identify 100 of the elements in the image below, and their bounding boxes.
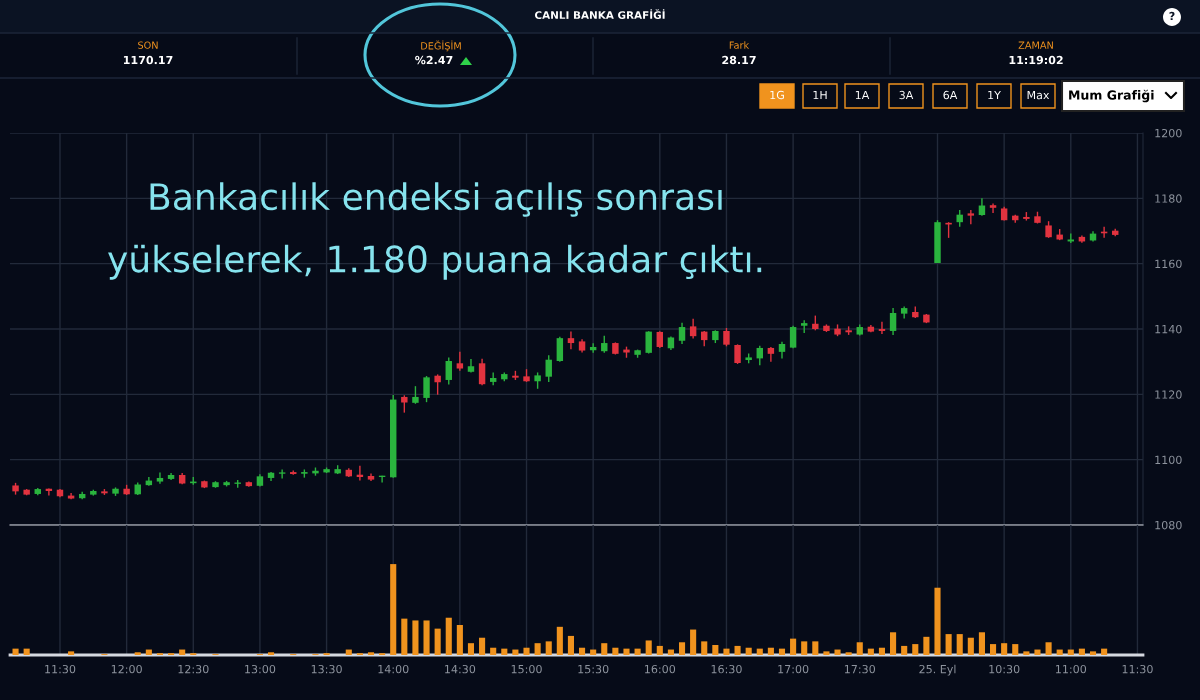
bar: [934, 587, 941, 655]
x-tick-label: 11:30: [1122, 664, 1153, 674]
candlestick: [689, 318, 697, 340]
bar: [834, 649, 841, 655]
x-tick-label: 15:00: [511, 664, 542, 674]
text: 6A: [943, 90, 958, 100]
candlestick: [156, 471, 164, 485]
text: DEĞİŞİM: [421, 40, 461, 52]
bar: [667, 649, 674, 655]
candlestick: [545, 354, 552, 383]
bar: [945, 634, 952, 655]
candlestick: [489, 371, 497, 386]
bar: [612, 647, 619, 655]
bar: [956, 634, 963, 655]
candlestick: [278, 468, 286, 480]
text: 1G: [770, 90, 784, 100]
bar: [434, 628, 441, 655]
bar: [501, 648, 508, 655]
bar: [456, 625, 463, 655]
bar: [1023, 651, 1030, 655]
bar: [823, 651, 830, 655]
candlestick: [878, 321, 886, 335]
bar: [390, 564, 397, 655]
y-tick-label: 1160: [1155, 259, 1182, 269]
bar: [423, 620, 430, 655]
x-tick-label: 16:00: [645, 664, 676, 674]
bar: [490, 647, 497, 655]
y-tick-label: 1100: [1155, 455, 1182, 465]
candlestick: [723, 327, 730, 348]
candlestick: [967, 209, 975, 225]
x-tick-label: 16:30: [711, 664, 742, 674]
x-tick-label: 25. Eyl: [919, 664, 956, 676]
text: Max: [1027, 90, 1050, 100]
bar: [989, 644, 997, 655]
bar: [690, 629, 697, 655]
bar: [467, 643, 475, 655]
text: 28.17: [722, 55, 756, 65]
bar: [267, 652, 275, 655]
bar: [512, 649, 519, 655]
bar: [590, 649, 597, 655]
bar: [656, 645, 663, 655]
x-tick-label: 15:30: [578, 664, 609, 674]
bar: [845, 652, 852, 655]
bar: [856, 642, 863, 655]
bar: [812, 641, 819, 655]
text: 1170.17: [123, 55, 173, 65]
bar: [1045, 642, 1052, 655]
x-tick-label: 17:30: [844, 664, 876, 674]
x-tick-label: 14:30: [445, 664, 476, 674]
bar: [912, 644, 919, 655]
bar: [756, 648, 763, 655]
bar: [23, 648, 30, 655]
candlestick: [734, 343, 741, 365]
text: 11:19:02: [1009, 55, 1063, 65]
bar: [790, 638, 797, 655]
bar: [1067, 649, 1074, 655]
bar: [345, 649, 352, 655]
x-tick-label: 12:00: [111, 664, 142, 674]
bar: [978, 632, 985, 655]
x-tick-label: 17:00: [778, 664, 809, 674]
bar: [367, 652, 375, 655]
bar: [723, 648, 730, 655]
text: Mum Grafiği: [1069, 89, 1154, 103]
bar: [867, 648, 874, 655]
bar: [678, 642, 686, 655]
candlestick: [423, 375, 430, 403]
bar: [1078, 648, 1085, 655]
bar: [634, 648, 641, 655]
y-tick-label: 1120: [1155, 390, 1182, 399]
bar: [712, 645, 719, 655]
bar: [12, 648, 19, 655]
x-tick-label: 11:30: [45, 664, 76, 674]
y-tick-label: 1080: [1155, 520, 1182, 530]
bar: [734, 645, 741, 655]
bar: [567, 635, 574, 655]
bar: [534, 643, 541, 655]
candlestick: [889, 307, 897, 336]
text: SON: [138, 41, 158, 49]
text: 1A: [855, 90, 870, 100]
candlestick: [478, 358, 486, 386]
candlestick: [456, 351, 464, 372]
candlestick: [445, 356, 452, 386]
candlestick: [556, 336, 564, 363]
y-tick-label: 1180: [1155, 194, 1182, 203]
bar: [1056, 649, 1063, 655]
bar: [523, 647, 530, 655]
bar: [179, 649, 186, 655]
bar: [479, 637, 486, 655]
bar: [68, 651, 75, 655]
text: 1H: [813, 90, 827, 100]
bar: [1012, 644, 1019, 655]
candlestick: [767, 346, 775, 363]
chart-title: CANLI BANKA GRAFİĞİ: [534, 9, 665, 20]
bar: [645, 640, 652, 655]
bar: [878, 647, 886, 655]
candlestick: [989, 202, 997, 214]
bar: [556, 626, 563, 655]
bar: [701, 641, 708, 655]
text: ?: [1169, 11, 1175, 21]
candlestick: [678, 322, 686, 345]
